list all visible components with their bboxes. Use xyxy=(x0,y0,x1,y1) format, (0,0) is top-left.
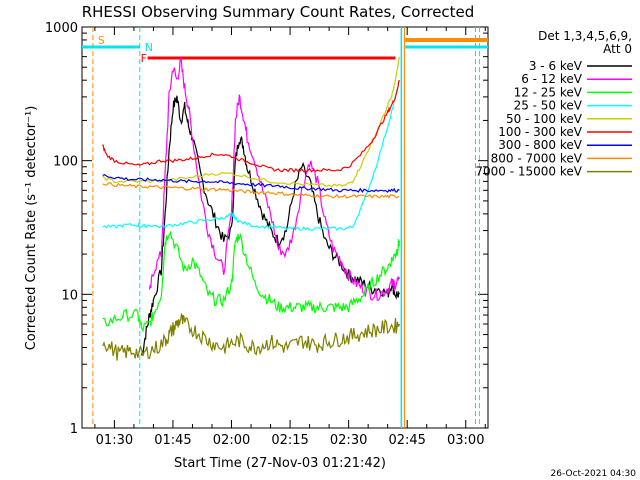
y-tick-label-2: 100 xyxy=(53,155,78,170)
series-line-8 xyxy=(102,312,400,361)
legend-entry-7: 800 - 7000 keV xyxy=(491,151,583,165)
x-axis-label: Start Time (27-Nov-03 01:21:42) xyxy=(174,456,386,471)
chart-title: RHESSI Observing Summary Count Rates, Co… xyxy=(82,3,475,21)
y-tick-label-1: 10 xyxy=(61,288,78,303)
footer-timestamp: 26-Oct-2021 04:30 xyxy=(551,469,637,479)
legend-entry-5: 100 - 300 keV xyxy=(498,125,582,139)
plot-frame xyxy=(81,26,489,429)
series-line-3 xyxy=(102,79,400,231)
x-tick-label-1: 01:45 xyxy=(154,433,191,448)
marker-n-label: N xyxy=(145,41,153,54)
marker-f-label: F xyxy=(141,52,147,65)
legend-entry-1: 6 - 12 keV xyxy=(521,72,583,86)
y-tick-label-3: 1000 xyxy=(45,21,78,36)
legend-entry-8: 7000 - 15000 keV xyxy=(475,165,582,179)
plot-area: 01:30 01:45 02:00 02:15 02:30 02:45 03:00 1 10 10… xyxy=(45,21,632,448)
y-tick-label-0: 1 xyxy=(70,422,78,437)
series-line-1 xyxy=(148,57,400,301)
legend-entry-0: 3 - 6 keV xyxy=(529,59,583,73)
x-tick-label-3: 02:15 xyxy=(271,433,308,448)
x-tick-label-0: 01:30 xyxy=(96,433,133,448)
legend-entry-4: 50 - 100 keV xyxy=(506,112,583,126)
series-line-4 xyxy=(102,56,400,188)
legend-header-line-1: Det 1,3,4,5,6,9, xyxy=(538,29,632,43)
marker-s-label: S xyxy=(98,34,105,47)
series-line-5 xyxy=(102,79,400,173)
series-line-2 xyxy=(102,230,400,333)
legend-entry-3: 25 - 50 keV xyxy=(514,99,583,113)
legend-entry-6: 300 - 800 keV xyxy=(498,138,582,152)
x-tick-label-6: 03:00 xyxy=(447,433,484,448)
legend-entry-2: 12 - 25 keV xyxy=(514,85,583,99)
y-axis-label: Corrected Count Rate (s⁻¹ detector⁻¹) xyxy=(24,106,39,351)
x-tick-label-5: 02:45 xyxy=(388,433,425,448)
series-line-7 xyxy=(102,181,400,199)
x-tick-label-2: 02:00 xyxy=(213,433,250,448)
x-tick-label-4: 02:30 xyxy=(330,433,367,448)
series-line-6 xyxy=(102,174,400,193)
legend-header-line-2: Att 0 xyxy=(603,42,632,56)
